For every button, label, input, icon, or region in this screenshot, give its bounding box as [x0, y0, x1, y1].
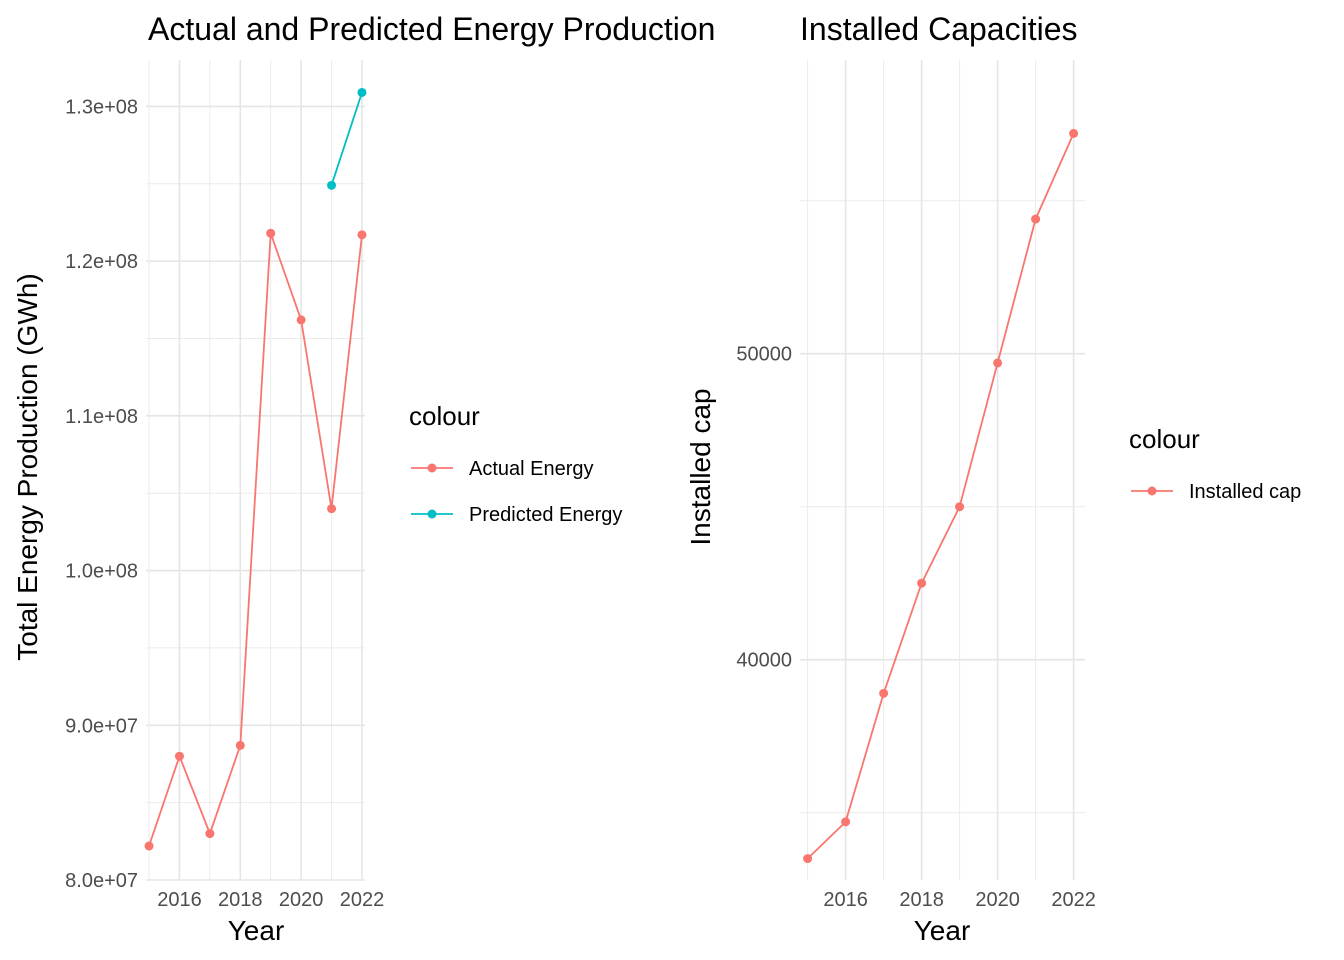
installed-capacities-chart: Installed Capacities 40000 50000 2016 2018… — [685, 11, 1301, 946]
x-tick-label: 2016 — [157, 889, 202, 911]
legend-key — [411, 509, 453, 519]
x-tick-label: 2018 — [899, 889, 944, 911]
y-tick-label: 1.2e+08 — [65, 251, 138, 273]
x-tick-label: 2016 — [823, 889, 868, 911]
data-point — [327, 504, 337, 514]
y-tick-label: 1.1e+08 — [65, 406, 138, 428]
series-line — [330, 92, 363, 186]
x-axis-title: Year — [914, 915, 971, 946]
data-point — [955, 502, 965, 512]
x-axis-title: Year — [228, 915, 285, 946]
data-point — [879, 688, 889, 698]
data-point — [357, 230, 367, 240]
data-point — [144, 841, 154, 851]
data-point — [1031, 214, 1041, 224]
legend-label: Actual Energy — [469, 458, 594, 480]
legend-label: Predicted Energy — [469, 504, 622, 526]
grid — [146, 60, 365, 881]
x-tick-label: 2022 — [340, 889, 385, 911]
legend-key — [411, 463, 453, 473]
x-tick-label: 2020 — [975, 889, 1020, 911]
y-tick-label: 1.3e+08 — [65, 96, 138, 118]
y-tick-label: 40000 — [736, 650, 792, 672]
series-line — [148, 233, 363, 847]
data-point — [235, 740, 245, 750]
legend-label: Installed cap — [1189, 481, 1301, 503]
legend-key — [1131, 486, 1173, 496]
legend-title: colour — [1129, 424, 1200, 454]
data-point — [1069, 128, 1079, 138]
data-point — [841, 817, 851, 827]
data-point — [917, 578, 927, 588]
data-point — [803, 854, 813, 864]
y-tick-label: 8.0e+07 — [65, 870, 138, 892]
data-point — [993, 358, 1003, 368]
series-layer — [803, 128, 1079, 864]
data-point — [296, 315, 306, 325]
y-axis-title: Installed cap — [685, 388, 716, 545]
y-axis-title: Total Energy Production (GWh) — [12, 273, 43, 661]
legend: colour Installed cap — [1129, 424, 1301, 503]
grid — [800, 60, 1085, 880]
y-tick-label: 50000 — [736, 344, 792, 366]
chart-title: Installed Capacities — [800, 11, 1077, 47]
data-point — [266, 228, 276, 238]
y-tick-label: 1.0e+08 — [65, 561, 138, 583]
x-tick-label: 2018 — [218, 889, 263, 911]
y-tick-labels: 40000 50000 — [736, 344, 792, 672]
data-point — [205, 829, 215, 839]
data-point — [357, 87, 367, 97]
chart-title: Actual and Predicted Energy Production — [148, 11, 715, 47]
x-tick-labels: 2016 2018 2020 2022 — [157, 889, 384, 911]
series-line — [806, 133, 1075, 860]
series-layer — [144, 87, 367, 851]
x-tick-label: 2020 — [279, 889, 324, 911]
data-point — [174, 751, 184, 761]
y-tick-labels: 8.0e+07 9.0e+07 1.0e+08 1.1e+08 1.2e+08 1.3e+… — [65, 96, 138, 892]
energy-production-chart: Actual and Predicted Energy Production 8… — [12, 11, 715, 946]
legend: colour Actual Energy Predicted Energy — [409, 401, 622, 526]
y-tick-label: 9.0e+07 — [65, 715, 138, 737]
x-tick-labels: 2016 2018 2020 2022 — [823, 889, 1096, 911]
legend-title: colour — [409, 401, 480, 431]
x-tick-label: 2022 — [1051, 889, 1096, 911]
data-point — [327, 180, 337, 190]
